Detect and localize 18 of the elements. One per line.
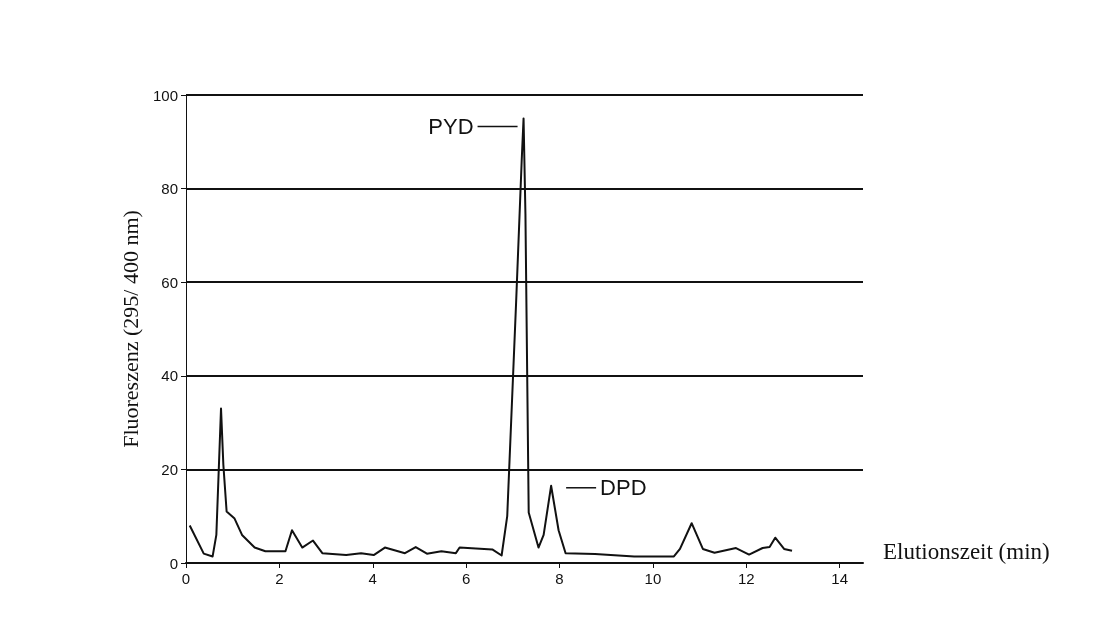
x-tick-label: 14 [831, 570, 848, 587]
x-tick-label: 12 [737, 570, 755, 587]
x-tick-label: 8 [555, 570, 564, 587]
x-axis-title: Elutionszeit (min) [883, 538, 1050, 564]
y-axis-title: Fluoreszenz (295/ 400 nm) [117, 210, 143, 448]
y-tick-label: 0 [169, 554, 178, 572]
annotation: DPD [600, 475, 647, 501]
y-tick-label: 60 [161, 273, 178, 291]
x-tick-label: 0 [181, 570, 191, 587]
x-tick-label: 6 [461, 570, 471, 587]
y-tick-label: 20 [161, 460, 178, 478]
x-tick-label: 4 [368, 570, 377, 587]
y-tick-label: 40 [161, 367, 178, 385]
x-tick-label: 2 [275, 570, 284, 587]
y-tick-label: 100 [152, 86, 178, 104]
x-tick-label: 10 [644, 570, 662, 587]
annotation: PYD [428, 113, 474, 139]
y-tick-label: 80 [161, 180, 178, 198]
